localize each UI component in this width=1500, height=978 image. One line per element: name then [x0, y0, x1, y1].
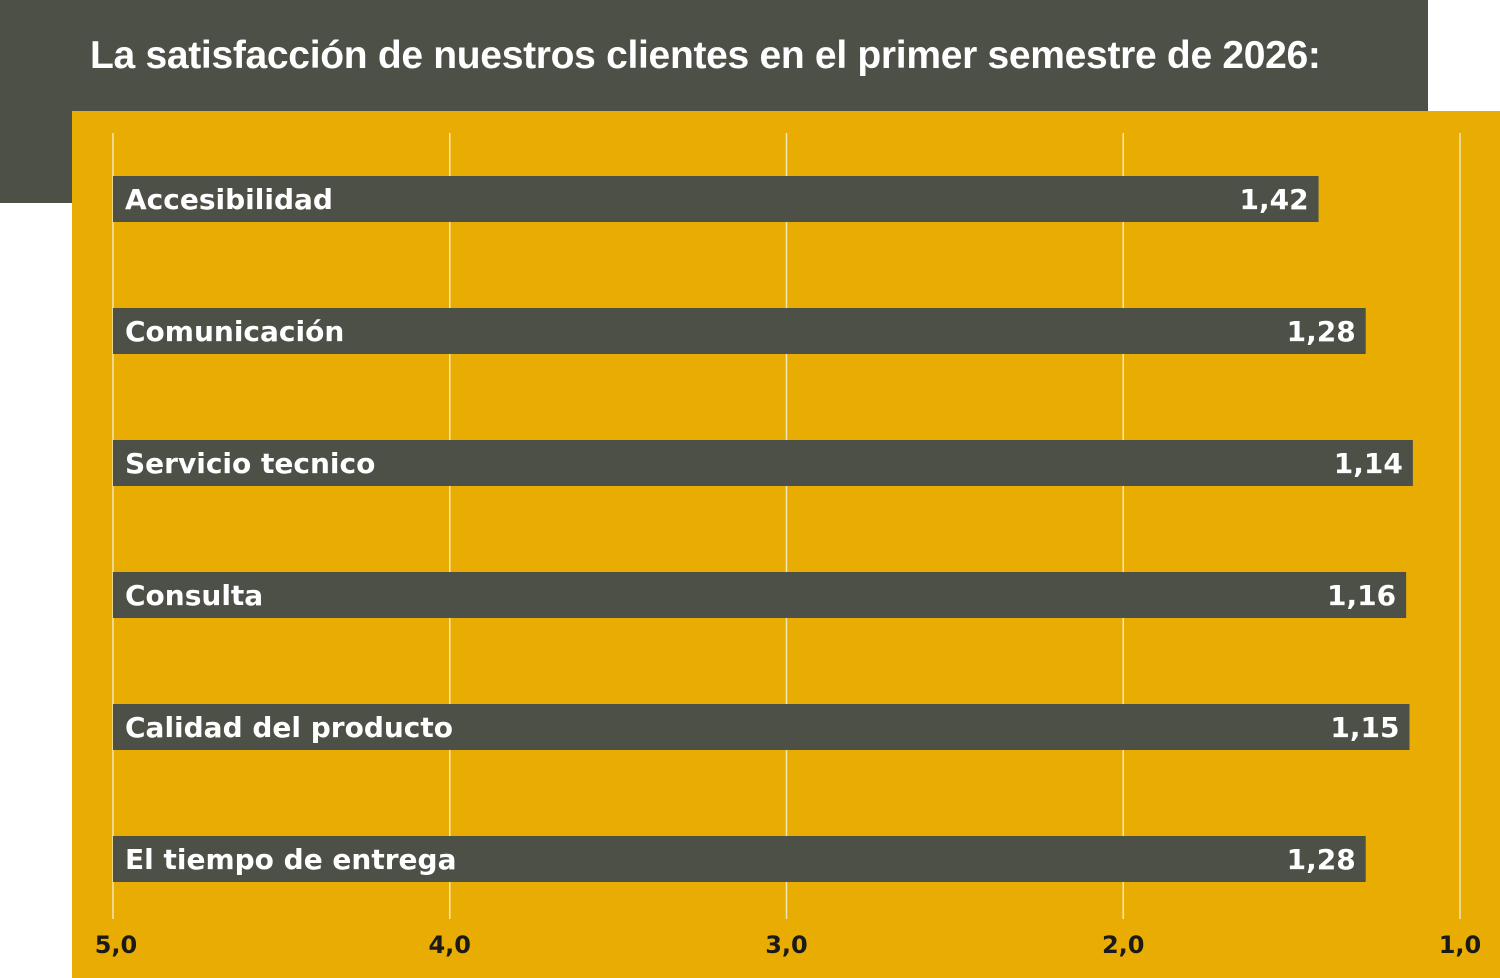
- x-tick-label: 2,0: [1102, 931, 1145, 959]
- x-tick-label: 4,0: [428, 931, 471, 959]
- bar-category-label: Comunicación: [125, 315, 344, 348]
- bar-category-label: Consulta: [125, 579, 263, 612]
- page-title: La satisfacción de nuestros clientes en …: [90, 34, 1321, 77]
- x-tick-label: 5,0: [95, 931, 138, 959]
- x-tick-label: 3,0: [765, 931, 808, 959]
- bar-category-label: Servicio tecnico: [125, 447, 375, 480]
- chart-panel: 5,0 4,0 3,0 2,0 1,0 Accesibilidad 1,42 Comunica…: [72, 111, 1500, 978]
- bar-category-label: Accesibilidad: [125, 183, 333, 216]
- bar: [113, 308, 1366, 354]
- bar: [113, 176, 1319, 222]
- bar-value-label: 1,42: [1239, 183, 1308, 216]
- bar: [113, 572, 1407, 618]
- x-tick-label: 1,0: [1439, 931, 1482, 959]
- bar-category-label: El tiempo de entrega: [125, 843, 456, 876]
- bar-value-label: 1,28: [1287, 843, 1356, 876]
- bar-chart: 5,0 4,0 3,0 2,0 1,0 Accesibilidad 1,42 Comunica…: [95, 133, 1482, 959]
- bar-value-label: 1,14: [1334, 447, 1403, 480]
- bar-category-label: Calidad del producto: [125, 711, 453, 744]
- bar-value-label: 1,16: [1327, 579, 1396, 612]
- bar-value-label: 1,15: [1330, 711, 1399, 744]
- bar: [113, 440, 1413, 486]
- bar: [113, 704, 1410, 750]
- bar-value-label: 1,28: [1287, 315, 1356, 348]
- bar: [113, 836, 1366, 882]
